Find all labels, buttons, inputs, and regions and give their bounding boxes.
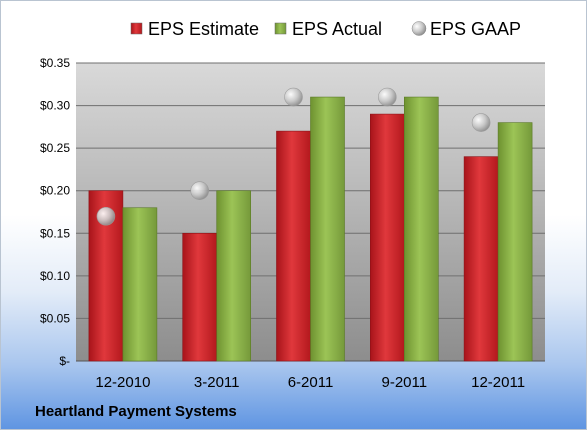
legend-swatch-gaap — [411, 21, 427, 36]
gaap-markers — [96, 87, 491, 226]
actual-bar — [310, 96, 345, 362]
y-tick-label: $0.05 — [40, 311, 70, 325]
estimate-bar — [276, 130, 311, 362]
actual-bar — [216, 190, 251, 362]
company-name: Heartland Payment Systems — [35, 403, 237, 420]
actual-bar — [122, 207, 158, 362]
y-tick-label: $0.15 — [40, 226, 70, 240]
bars — [88, 96, 533, 362]
x-tick-label: 3-2011 — [194, 374, 240, 391]
x-tick-label: 9-2011 — [382, 374, 428, 391]
legend-label-actual: EPS Actual — [292, 19, 382, 39]
estimate-bar — [182, 232, 217, 362]
gaap-marker — [377, 87, 397, 107]
y-tick-label: $0.10 — [40, 269, 70, 283]
gaap-marker — [284, 87, 303, 107]
x-tick-label: 12-2010 — [95, 374, 150, 391]
y-tick-label: $0.25 — [40, 141, 70, 155]
actual-bar — [403, 96, 439, 362]
estimate-bar — [369, 113, 405, 362]
actual-bar — [497, 122, 533, 362]
y-tick-label: $0.35 — [40, 56, 70, 70]
legend-label-estimate: EPS Estimate — [148, 19, 259, 39]
x-tick-label: 6-2011 — [288, 374, 334, 391]
gaap-marker — [190, 181, 209, 201]
gaap-marker — [96, 206, 116, 226]
legend-swatch-estimate — [130, 22, 143, 35]
legend-label-gaap: EPS GAAP — [430, 19, 521, 39]
x-tick-label: 12-2011 — [471, 374, 525, 391]
y-tick-label: $- — [59, 354, 70, 368]
estimate-bar — [463, 156, 499, 362]
y-tick-label: $0.30 — [40, 99, 70, 113]
x-axis-ticks: 12-2010 3-2011 6-2011 9-2011 12-2011 — [95, 374, 525, 391]
gaap-marker — [471, 113, 491, 132]
legend: EPS Estimate EPS Actual EPS GAAP — [130, 19, 521, 39]
y-axis-ticks: $- $0.05 $0.10 $0.15 $0.20 $0.25 $0.30 $0.35 — [40, 56, 70, 368]
legend-swatch-actual — [274, 22, 287, 35]
y-tick-label: $0.20 — [40, 184, 70, 198]
